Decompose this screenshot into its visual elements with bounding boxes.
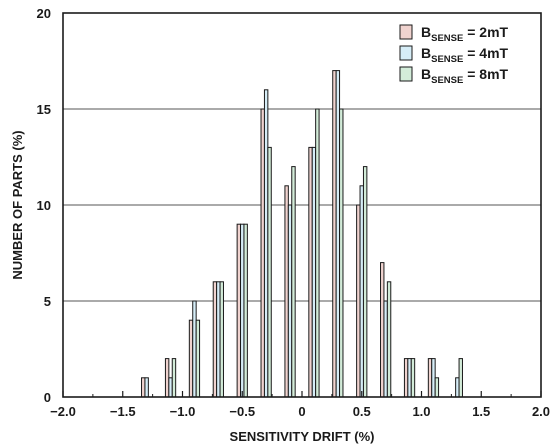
x-axis-title: SENSITIVITY DRIFT (%) xyxy=(230,429,375,444)
bar xyxy=(356,204,361,398)
bar xyxy=(458,358,463,398)
bar xyxy=(332,70,337,398)
legend-label: BSENSE = 4mT xyxy=(421,45,509,65)
bar xyxy=(240,223,245,398)
x-tick-label: −2.0 xyxy=(50,404,76,419)
y-tick-label: 20 xyxy=(37,6,51,21)
bar xyxy=(284,185,289,398)
bar xyxy=(431,358,436,398)
bar xyxy=(164,358,170,398)
bar xyxy=(188,319,194,398)
bar xyxy=(315,108,320,398)
bar xyxy=(386,281,392,398)
bar xyxy=(308,146,313,398)
bar xyxy=(263,89,269,398)
bar xyxy=(410,358,416,398)
bar xyxy=(219,281,224,398)
x-tick-label: 1.0 xyxy=(412,404,430,419)
bar xyxy=(192,300,197,398)
bar xyxy=(380,262,385,398)
bar xyxy=(455,377,460,398)
legend-swatch xyxy=(399,66,413,82)
x-tick-label: −1.0 xyxy=(170,404,196,419)
bar xyxy=(339,108,344,398)
bar xyxy=(267,146,272,398)
bar xyxy=(362,166,368,398)
bar xyxy=(216,281,221,398)
bar xyxy=(243,223,248,398)
x-tick-label: 0.5 xyxy=(353,404,371,419)
bar xyxy=(168,377,173,398)
bar xyxy=(260,108,265,398)
axis-ticks: −2.0 −1.5 −1.0 −0.5 0 0.5 1.0 1.5 2.0 0 5 10 15 20 xyxy=(37,6,551,419)
legend-label: BSENSE = 2mT xyxy=(421,24,509,44)
bar xyxy=(359,185,364,398)
x-tick-label: −0.5 xyxy=(229,404,255,419)
bar xyxy=(141,377,146,398)
bar xyxy=(403,358,409,398)
legend-label: BSENSE = 8mT xyxy=(421,66,509,86)
legend-swatch xyxy=(399,24,413,40)
bar xyxy=(335,70,341,398)
bar xyxy=(311,146,317,398)
x-tick-label: −1.5 xyxy=(110,404,136,419)
y-tick-label: 15 xyxy=(37,102,51,117)
y-axis-title: NUMBER OF PARTS (%) xyxy=(10,130,25,279)
bar xyxy=(427,358,433,398)
bar xyxy=(144,377,149,398)
bars xyxy=(141,70,463,398)
bar xyxy=(171,358,177,398)
y-tick-label: 0 xyxy=(44,390,51,405)
bar xyxy=(236,223,242,398)
x-tick-label: 1.5 xyxy=(472,404,490,419)
y-tick-label: 10 xyxy=(37,198,51,213)
x-tick-label: 2.0 xyxy=(532,404,550,419)
bar xyxy=(407,358,412,398)
bar xyxy=(434,377,440,398)
bar xyxy=(291,166,296,398)
bar xyxy=(287,204,293,398)
bar xyxy=(212,281,218,398)
legend-swatch xyxy=(399,45,413,61)
bar xyxy=(195,319,201,398)
bar xyxy=(383,300,388,398)
grid-lines xyxy=(63,108,541,302)
x-tick-label: 0 xyxy=(298,404,305,419)
y-tick-label: 5 xyxy=(44,294,51,309)
